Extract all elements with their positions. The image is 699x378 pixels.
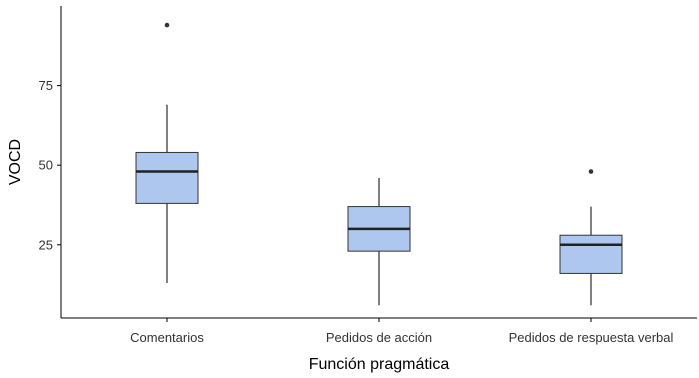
box-group (559, 169, 623, 306)
y-axis-ticks: 25 50 75 (39, 78, 61, 252)
outlier-point (588, 169, 594, 174)
iqr-box (559, 234, 623, 274)
plot-area (135, 22, 623, 306)
x-axis-ticks: Comentarios Pedidos de acción Pedidos de r… (130, 318, 673, 345)
x-axis-title: Función pragmática (309, 356, 450, 373)
box-group (135, 22, 199, 283)
x-tick-label: Pedidos de respuesta verbal (509, 330, 674, 345)
y-tick-label: 75 (39, 78, 53, 93)
iqr-box (135, 151, 199, 204)
y-tick-label: 50 (39, 158, 53, 173)
outlier-point (164, 22, 170, 28)
y-tick-label: 25 (39, 237, 53, 252)
x-tick-label: Comentarios (130, 330, 204, 345)
box-group (347, 177, 411, 306)
x-tick-label: Pedidos de acción (326, 330, 432, 345)
y-axis-title: VOCD (7, 139, 24, 185)
